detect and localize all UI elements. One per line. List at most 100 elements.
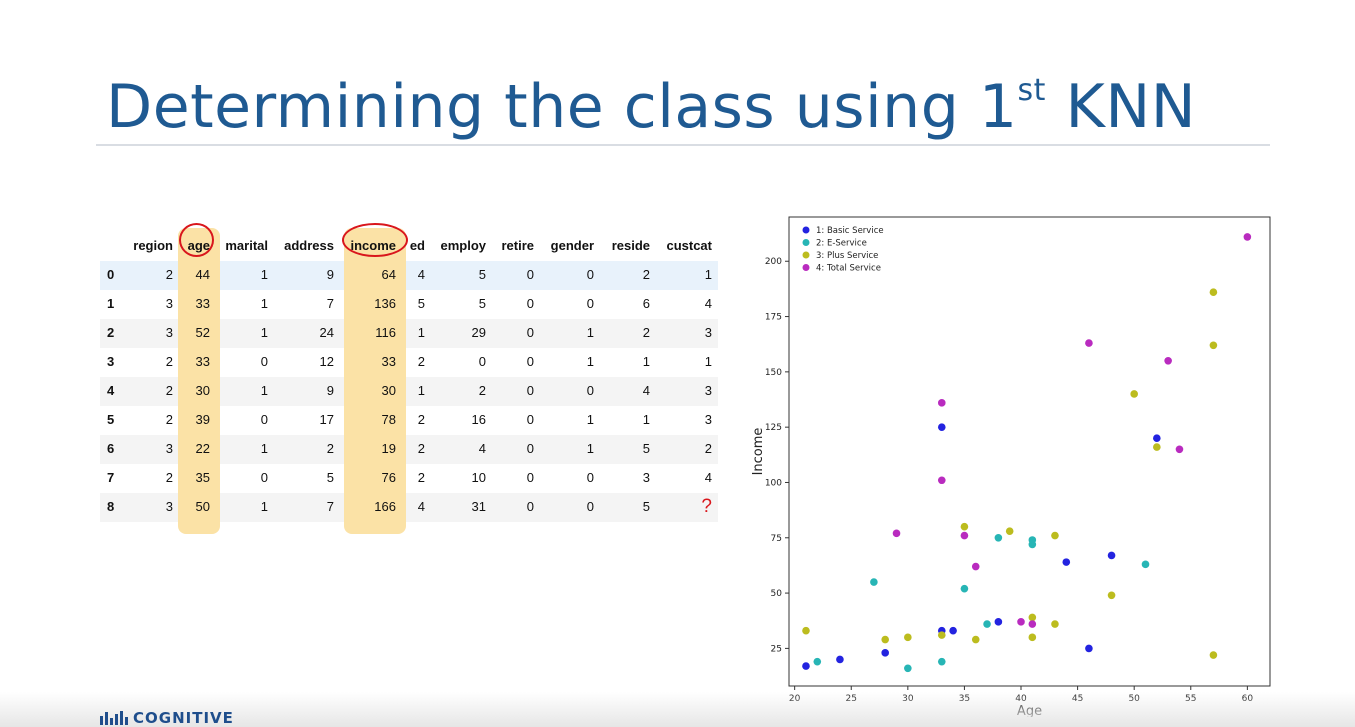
table-cell: 3	[704, 383, 712, 398]
data-point	[1175, 445, 1184, 454]
data-point	[937, 631, 946, 639]
data-point	[904, 633, 912, 642]
data-point	[1130, 390, 1138, 398]
column-header: address	[284, 238, 334, 253]
data-point	[1243, 233, 1252, 241]
table-cell: 0	[586, 267, 594, 282]
table-cell: 12	[319, 354, 334, 369]
title-divider	[96, 144, 1270, 146]
legend-label: 1: Basic Service	[816, 226, 884, 236]
table-cell: 3	[704, 412, 712, 427]
table-cell: 3	[165, 499, 173, 514]
table-cell: 64	[381, 267, 396, 282]
table-cell: 5	[417, 296, 425, 311]
legend-label: 2: E-Service	[816, 239, 867, 249]
data-point	[881, 635, 889, 644]
data-point	[1209, 341, 1218, 350]
table-cell: 0	[526, 470, 534, 485]
table-cell: 4	[478, 441, 486, 456]
table-cell: 4	[704, 470, 712, 485]
table-cell: 30	[381, 383, 396, 398]
data-point	[813, 657, 822, 666]
table-cell: 50	[195, 499, 210, 514]
table-cell: 1	[260, 296, 268, 311]
legend-label: 4: Total Service	[816, 264, 881, 274]
income-column-highlight	[344, 228, 406, 534]
y-tick-label: 75	[771, 534, 782, 544]
table-cell: 2	[478, 383, 486, 398]
data-point	[1153, 434, 1161, 443]
column-header: gender	[550, 238, 594, 253]
row-index: 3	[107, 354, 115, 369]
table-cell: 1	[417, 325, 425, 340]
table-cell: 1	[586, 325, 594, 340]
data-point	[1051, 531, 1059, 540]
legend-marker	[802, 239, 810, 246]
table-cell: 0	[586, 296, 594, 311]
table-cell: 0	[526, 267, 534, 282]
legend-marker	[802, 226, 810, 234]
table-cell: 5	[478, 296, 486, 311]
table-cell: 0	[526, 412, 534, 427]
data-point	[937, 476, 946, 485]
table-cell: 3	[704, 325, 712, 340]
table-cell: 1	[417, 383, 425, 398]
y-tick-label: 175	[765, 313, 782, 323]
data-point	[802, 626, 810, 635]
data-point	[1028, 633, 1037, 642]
age-column-highlight	[178, 228, 220, 534]
data-point	[960, 522, 969, 531]
table-cell: 2	[642, 325, 650, 340]
column-header: employ	[440, 238, 486, 253]
logo-text: COGNITIVE	[133, 709, 234, 727]
table-cell: 3	[642, 470, 650, 485]
age-header-circle	[179, 223, 214, 257]
table-cell: 0	[586, 383, 594, 398]
data-point	[1085, 644, 1093, 653]
row-index: 4	[107, 383, 115, 398]
table-cell: 33	[195, 296, 210, 311]
table-cell: 7	[326, 296, 334, 311]
data-point	[802, 662, 810, 670]
footer-bar	[0, 692, 1355, 727]
table-cell: 1	[642, 412, 650, 427]
data-point	[1107, 591, 1116, 600]
table-cell: 116	[375, 325, 396, 340]
table-cell: 9	[326, 383, 334, 398]
legend-label: 3: Plus Service	[816, 251, 878, 261]
table-cell: 29	[471, 325, 486, 340]
data-point	[937, 399, 946, 407]
column-header: reside	[611, 238, 650, 253]
data-point	[1017, 618, 1025, 626]
row-index: 2	[107, 325, 115, 340]
table-cell: 4	[417, 499, 425, 514]
table-cell: 1	[704, 354, 712, 369]
table-cell: 0	[526, 383, 534, 398]
age-income-scatter-plot: 202530354045505560255075100125150175200A…	[751, 216, 1271, 717]
table-cell: 5	[642, 499, 650, 514]
table-cell: 4	[704, 296, 712, 311]
table-cell: 4	[642, 383, 650, 398]
table-cell: 2	[165, 354, 173, 369]
cognitive-logo: COGNITIVE	[100, 709, 234, 727]
data-point	[870, 578, 878, 586]
table-cell: 2	[165, 267, 173, 282]
data-point	[904, 664, 912, 673]
slide-title-superscript: st	[1017, 73, 1046, 108]
y-tick-label: 100	[765, 478, 782, 488]
table-cell: 17	[319, 412, 334, 427]
row-index: 1	[107, 296, 115, 311]
logo-mark-icon	[100, 711, 128, 725]
table-cell: 2	[417, 470, 425, 485]
table-cell: 2	[642, 267, 650, 282]
table-cell: 33	[195, 354, 210, 369]
data-point	[1164, 356, 1172, 365]
data-point	[994, 533, 1003, 542]
row-index: 8	[107, 499, 115, 514]
data-point	[1085, 339, 1093, 347]
y-tick-label: 150	[765, 368, 782, 378]
data-point	[1141, 560, 1150, 569]
table-cell: 3	[165, 296, 173, 311]
y-axis-label: Income	[751, 428, 766, 476]
y-tick-label: 125	[765, 423, 782, 433]
